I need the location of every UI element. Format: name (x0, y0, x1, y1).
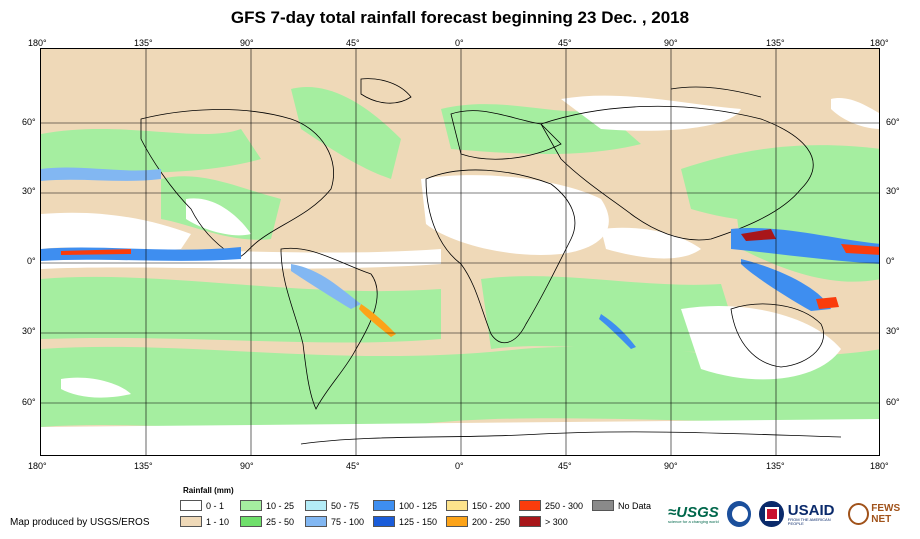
legend-swatch (446, 516, 468, 527)
lon-tick: 180° (870, 461, 889, 471)
graticule (41, 49, 879, 455)
lon-tick: 0° (455, 461, 464, 471)
lat-tick: 0° (27, 256, 36, 266)
legend-swatch (305, 516, 327, 527)
lat-tick: 30° (22, 326, 36, 336)
legend-item-1-10: 1 - 10 (180, 516, 229, 527)
noaa-logo-icon (726, 501, 752, 527)
lon-tick: 90° (664, 461, 678, 471)
legend-label: 10 - 25 (266, 500, 295, 511)
lon-tick: 135° (134, 461, 153, 471)
legend-item-250-300: 250 - 300 (519, 500, 583, 511)
lat-tick: 60° (22, 397, 36, 407)
legend-swatch (180, 516, 202, 527)
lon-tick: 135° (134, 38, 153, 48)
usgs-tagline: science for a changing world (668, 518, 719, 524)
legend-swatch (446, 500, 468, 511)
legend-item-no-data: No Data (592, 500, 651, 511)
lon-tick: 45° (558, 461, 572, 471)
legend-swatch (180, 500, 202, 511)
lon-tick: 135° (766, 461, 785, 471)
coastlines (140, 78, 842, 445)
legend-item-300-plus: > 300 (519, 516, 568, 527)
heavy-rain-bands (41, 167, 879, 349)
usaid-logo: USAID FROM THE AMERICAN PEOPLE (788, 503, 845, 526)
legend-label: 75 - 100 (331, 516, 365, 527)
legend-label: 1 - 10 (206, 516, 230, 527)
legend-item-10-25: 10 - 25 (240, 500, 294, 511)
map-title: GFS 7-day total rainfall forecast beginn… (230, 8, 690, 27)
lon-tick: 180° (28, 461, 47, 471)
rainfall-map (40, 48, 880, 456)
legend-item-200-250: 200 - 250 (446, 516, 510, 527)
usaid-wordmark: USAID (787, 501, 835, 519)
map-svg (41, 49, 879, 455)
legend-label: 100 - 125 (399, 500, 438, 511)
lat-tick: 60° (22, 117, 36, 127)
legend-item-0-1: 0 - 1 (180, 500, 224, 511)
legend-label: > 300 (545, 516, 568, 527)
lon-tick: 135° (766, 38, 785, 48)
lon-tick: 90° (240, 461, 254, 471)
lat-tick: 30° (886, 186, 900, 196)
lon-tick: 180° (870, 38, 889, 48)
legend-label: 125 - 150 (399, 516, 438, 527)
map-credit: Map produced by USGS/EROS (10, 517, 150, 528)
usaid-tagline: FROM THE AMERICAN PEOPLE (787, 516, 831, 526)
legend-label: 0 - 1 (206, 500, 225, 511)
legend-swatch (373, 516, 395, 527)
legend-swatch (592, 500, 614, 511)
usaid-seal-icon (759, 501, 784, 527)
legend-item-125-150: 125 - 150 (373, 516, 437, 527)
lat-tick: 60° (886, 397, 900, 407)
lat-tick: 60° (886, 117, 900, 127)
legend-swatch (519, 500, 541, 511)
legend-swatch (240, 500, 262, 511)
legend-label: 50 - 75 (331, 500, 360, 511)
fews-wordmark: FEWS NET (871, 503, 901, 525)
legend-swatch (240, 516, 262, 527)
legend-item-25-50: 25 - 50 (240, 516, 294, 527)
fews-globe-icon (848, 503, 870, 525)
legend-item-75-100: 75 - 100 (305, 516, 364, 527)
dry-areas (41, 95, 879, 455)
agency-logos: ≈USGS science for a changing world USAID… (668, 498, 920, 530)
legend-label: 250 - 300 (545, 500, 584, 511)
legend-label: 150 - 200 (472, 500, 511, 511)
lon-tick: 180° (28, 38, 47, 48)
legend-label: No Data (618, 500, 652, 511)
legend-item-100-125: 100 - 125 (373, 500, 437, 511)
legend-swatch (519, 516, 541, 527)
lon-tick: 45° (346, 38, 360, 48)
lon-tick: 0° (455, 38, 464, 48)
legend-item-150-200: 150 - 200 (446, 500, 510, 511)
legend-item-50-75: 50 - 75 (305, 500, 359, 511)
lat-tick: 30° (22, 186, 36, 196)
lon-tick: 90° (664, 38, 678, 48)
legend-swatch (373, 500, 395, 511)
legend-label: 25 - 50 (266, 516, 295, 527)
legend-label: 200 - 250 (472, 516, 511, 527)
lat-tick: 30° (886, 326, 900, 336)
lon-tick: 45° (558, 38, 572, 48)
usgs-wordmark: ≈USGS (668, 503, 719, 521)
lon-tick: 45° (346, 461, 360, 471)
lon-tick: 90° (240, 38, 254, 48)
lat-tick: 0° (886, 256, 895, 266)
legend-swatch (305, 500, 327, 511)
usgs-logo: ≈USGS science for a changing world (668, 505, 719, 524)
legend-title: Rainfall (mm) (183, 486, 234, 495)
